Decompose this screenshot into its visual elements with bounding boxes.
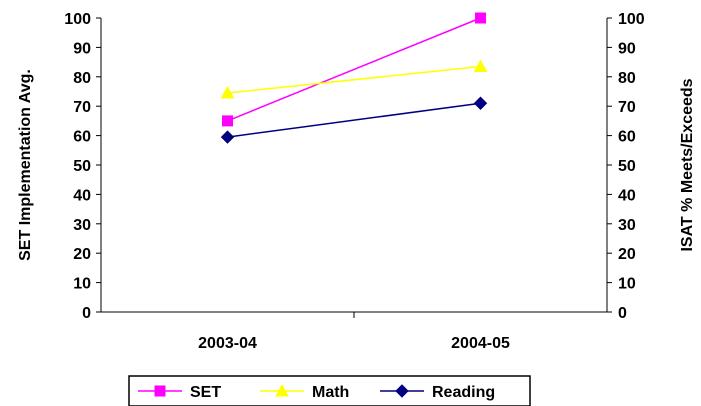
y2-axis-title: ISAT % Meets/Exceeds [679,78,696,251]
series-line-reading [227,102,481,138]
legend: SET Math Reading [128,375,531,406]
axes [100,18,608,313]
series-layer [220,12,488,144]
y2-tick-label: 80 [618,70,636,87]
y2-tick-label: 50 [618,158,636,175]
y-tick-label: 100 [64,11,91,28]
y2-tick-label: 90 [618,40,636,57]
legend-marker-reading [395,384,409,398]
ticks: 0 10 20 30 40 50 60 70 80 90 100 0 10 20 30 40 50 60 70 80 9… [64,11,645,352]
y-tick-label: 30 [73,217,91,234]
y-tick-label: 80 [73,70,91,87]
series-line-set [227,17,481,122]
legend-box [128,375,531,406]
y-tick-label: 90 [73,40,91,57]
y-tick-label: 60 [73,129,91,146]
y-tick-label: 50 [73,158,91,175]
y-tick-label: 0 [82,305,91,322]
x-category-label: 2003-04 [198,335,257,352]
legend-label-reading: Reading [432,384,495,401]
y2-tick-label: 100 [618,11,645,28]
data-point-math [473,59,488,73]
y2-tick-label: 70 [618,99,636,116]
legend-marker-set [154,385,166,397]
legend-label-set: SET [190,384,221,401]
y-tick-label: 70 [73,99,91,116]
y2-tick-label: 0 [618,305,627,322]
data-point-set [475,12,486,24]
data-point-set [222,115,233,127]
y-tick-label: 10 [73,276,91,293]
y2-tick-label: 30 [618,217,636,234]
legend-marker-math [275,383,289,397]
y-axis-title: SET Implementation Avg. [17,69,34,261]
y2-tick-label: 20 [618,246,636,263]
legend-label-math: Math [312,384,349,401]
y-tick-label: 20 [73,246,91,263]
x-category-label: 2004-05 [451,335,510,352]
y-tick-label: 40 [73,187,91,204]
data-point-reading [220,130,235,144]
y2-tick-label: 10 [618,276,636,293]
y2-tick-label: 60 [618,129,636,146]
y2-tick-label: 40 [618,187,636,204]
data-point-reading [473,96,488,110]
data-point-math [220,85,235,99]
series-line-math [227,65,481,94]
